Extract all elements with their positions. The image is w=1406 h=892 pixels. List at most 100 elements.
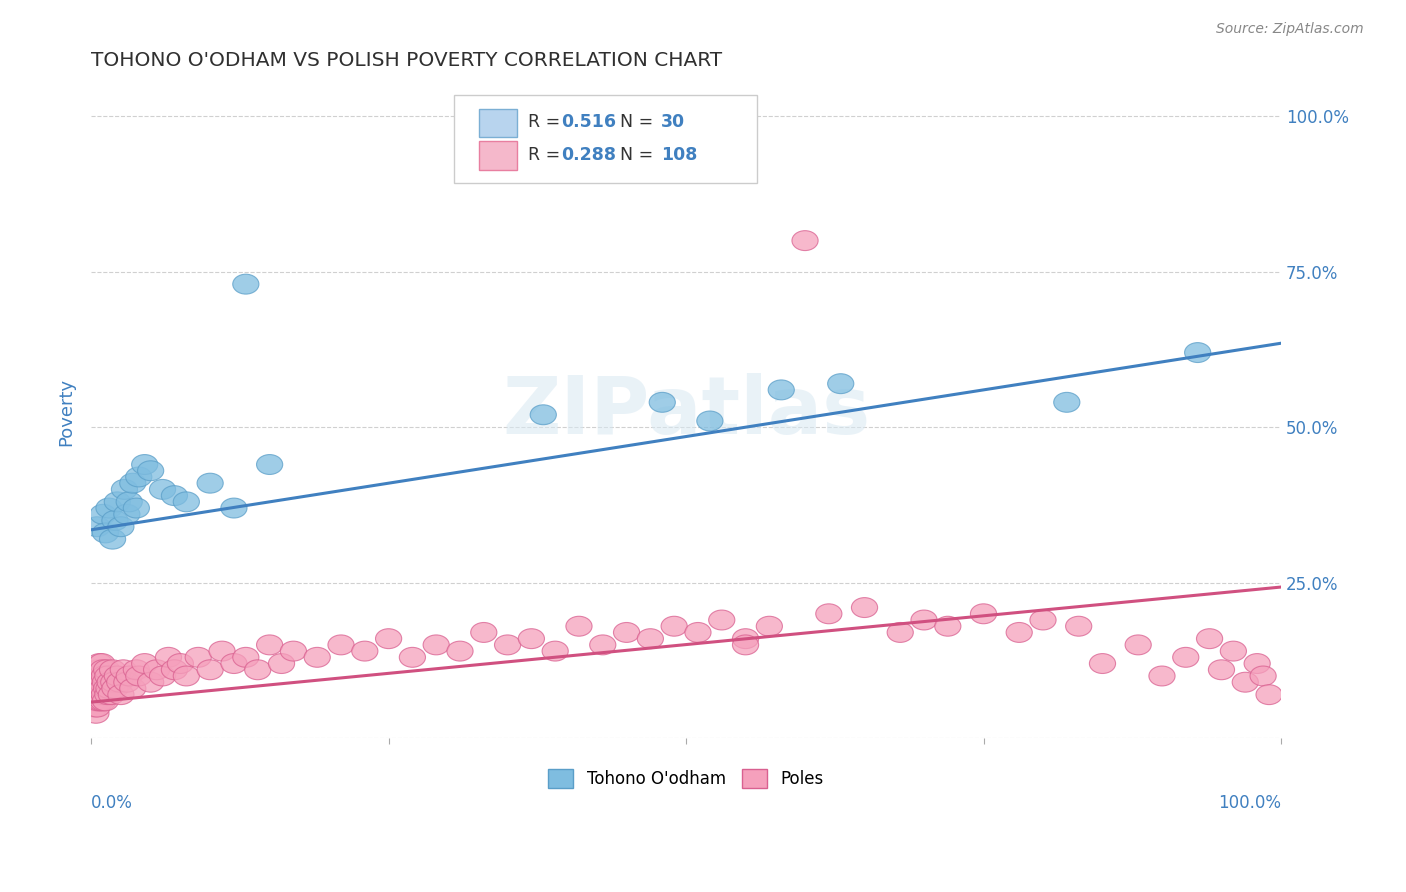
Ellipse shape — [84, 673, 110, 692]
Ellipse shape — [613, 623, 640, 642]
Ellipse shape — [110, 660, 136, 680]
Ellipse shape — [90, 691, 117, 711]
Ellipse shape — [1250, 666, 1277, 686]
Ellipse shape — [1173, 648, 1199, 667]
Ellipse shape — [530, 405, 557, 425]
Ellipse shape — [1125, 635, 1152, 655]
Ellipse shape — [84, 516, 110, 537]
Ellipse shape — [650, 392, 675, 412]
Ellipse shape — [98, 685, 125, 705]
Ellipse shape — [89, 685, 115, 705]
Ellipse shape — [117, 491, 142, 512]
Ellipse shape — [156, 648, 181, 667]
Legend: Tohono O'odham, Poles: Tohono O'odham, Poles — [541, 763, 831, 795]
Ellipse shape — [352, 641, 378, 661]
Ellipse shape — [87, 666, 114, 686]
Ellipse shape — [94, 660, 120, 680]
Ellipse shape — [86, 654, 112, 673]
Ellipse shape — [221, 654, 247, 673]
Ellipse shape — [1031, 610, 1056, 630]
Ellipse shape — [768, 380, 794, 400]
Text: TOHONO O'ODHAM VS POLISH POVERTY CORRELATION CHART: TOHONO O'ODHAM VS POLISH POVERTY CORRELA… — [91, 51, 723, 70]
Ellipse shape — [90, 504, 117, 524]
Ellipse shape — [495, 635, 520, 655]
Ellipse shape — [83, 704, 110, 723]
Ellipse shape — [328, 635, 354, 655]
Ellipse shape — [149, 479, 176, 500]
Ellipse shape — [101, 510, 128, 531]
Ellipse shape — [709, 610, 735, 630]
Ellipse shape — [162, 660, 187, 680]
Ellipse shape — [256, 455, 283, 475]
Ellipse shape — [447, 641, 472, 661]
Ellipse shape — [124, 498, 149, 518]
Ellipse shape — [86, 691, 111, 711]
Ellipse shape — [96, 679, 122, 698]
Ellipse shape — [101, 679, 128, 698]
Text: 0.0%: 0.0% — [91, 794, 134, 812]
Ellipse shape — [100, 660, 125, 680]
Ellipse shape — [661, 616, 688, 636]
Ellipse shape — [86, 685, 112, 705]
Ellipse shape — [173, 666, 200, 686]
Ellipse shape — [82, 698, 108, 717]
Ellipse shape — [1090, 654, 1115, 673]
Ellipse shape — [87, 679, 114, 698]
Ellipse shape — [828, 374, 853, 393]
Ellipse shape — [815, 604, 842, 624]
Ellipse shape — [94, 679, 120, 698]
Ellipse shape — [96, 498, 122, 518]
Ellipse shape — [114, 673, 141, 692]
Ellipse shape — [84, 698, 110, 717]
Text: 100.0%: 100.0% — [1218, 794, 1281, 812]
Ellipse shape — [399, 648, 426, 667]
Ellipse shape — [101, 673, 127, 692]
Ellipse shape — [197, 660, 224, 680]
Ellipse shape — [108, 685, 134, 705]
Ellipse shape — [125, 467, 152, 487]
FancyBboxPatch shape — [479, 109, 517, 137]
Ellipse shape — [93, 673, 118, 692]
Ellipse shape — [269, 654, 295, 673]
Text: 30: 30 — [661, 113, 685, 131]
Ellipse shape — [80, 691, 107, 711]
Ellipse shape — [887, 623, 914, 642]
Ellipse shape — [138, 673, 163, 692]
Ellipse shape — [89, 673, 115, 692]
Ellipse shape — [1197, 629, 1223, 648]
Ellipse shape — [91, 666, 117, 686]
Ellipse shape — [86, 679, 111, 698]
Ellipse shape — [911, 610, 938, 630]
Ellipse shape — [256, 635, 283, 655]
Ellipse shape — [589, 635, 616, 655]
Text: 108: 108 — [661, 146, 697, 164]
Ellipse shape — [114, 504, 141, 524]
Ellipse shape — [84, 666, 110, 686]
Ellipse shape — [1007, 623, 1032, 642]
Ellipse shape — [697, 411, 723, 431]
Ellipse shape — [124, 660, 149, 680]
Ellipse shape — [1256, 685, 1282, 705]
Ellipse shape — [108, 516, 134, 537]
Ellipse shape — [852, 598, 877, 617]
Ellipse shape — [132, 455, 157, 475]
Ellipse shape — [83, 679, 110, 698]
Ellipse shape — [1185, 343, 1211, 362]
Text: ZIPatlas: ZIPatlas — [502, 373, 870, 450]
Ellipse shape — [935, 616, 960, 636]
Text: R =: R = — [527, 146, 565, 164]
Ellipse shape — [375, 629, 402, 648]
Ellipse shape — [107, 673, 132, 692]
Ellipse shape — [86, 673, 112, 692]
FancyBboxPatch shape — [479, 141, 517, 170]
Ellipse shape — [83, 691, 110, 711]
Ellipse shape — [1066, 616, 1092, 636]
Ellipse shape — [1208, 660, 1234, 680]
Ellipse shape — [120, 474, 146, 493]
Ellipse shape — [1149, 666, 1175, 686]
Ellipse shape — [519, 629, 544, 648]
Ellipse shape — [233, 648, 259, 667]
Ellipse shape — [280, 641, 307, 661]
Ellipse shape — [792, 231, 818, 251]
Ellipse shape — [104, 491, 131, 512]
